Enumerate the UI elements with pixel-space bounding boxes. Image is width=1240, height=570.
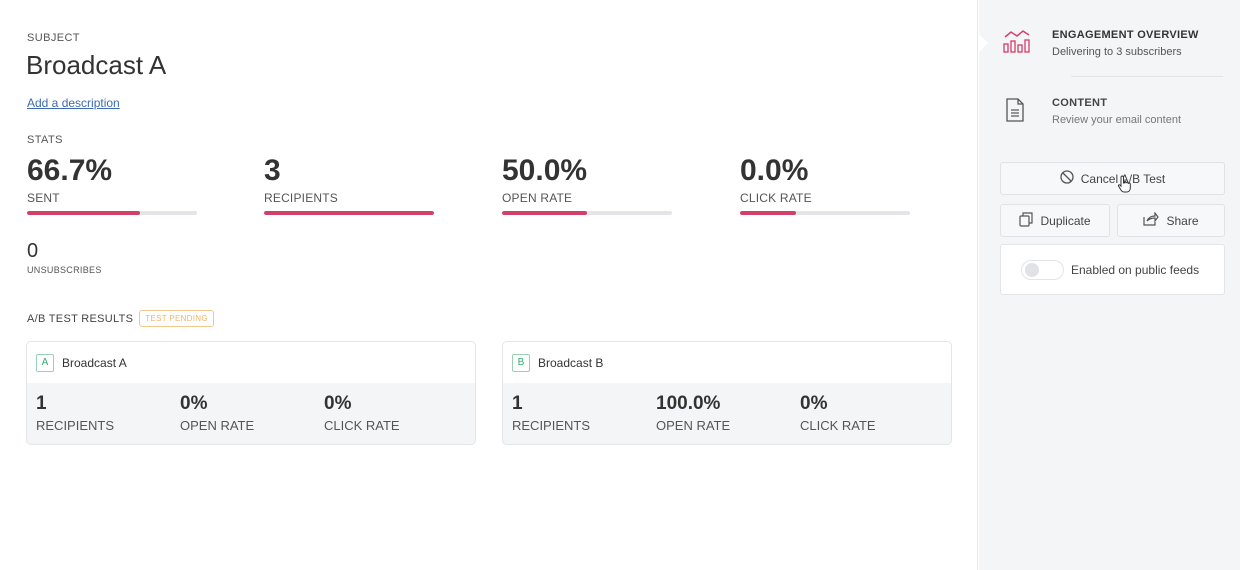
variant-metric-open-rate: 0% OPEN RATE — [180, 393, 254, 433]
public-feeds-setting: Enabled on public feeds — [1000, 244, 1225, 295]
stat-label: CLICK RATE — [740, 191, 812, 205]
main-panel: SUBJECT Broadcast A Add a description ST… — [26, 0, 978, 570]
variant-metric-click-rate: 0% CLICK RATE — [800, 393, 876, 433]
bar-chart-icon — [1002, 28, 1032, 59]
progress-bar — [740, 211, 910, 215]
metric-label: RECIPIENTS — [36, 418, 115, 433]
stat-label: OPEN RATE — [502, 191, 573, 205]
variant-metric-open-rate: 100.0% OPEN RATE — [656, 393, 730, 433]
metric-label: RECIPIENTS — [512, 418, 591, 433]
stat-value: 66.7% — [27, 154, 113, 187]
sidebar-divider — [1071, 76, 1223, 77]
metric-value: 1 — [512, 393, 523, 414]
progress-fill — [740, 211, 797, 215]
metric-value: 0% — [180, 393, 208, 414]
sidebar-item-content[interactable]: CONTENT Review your email content — [979, 92, 1240, 132]
stat-click-rate: 0.0% CLICK RATE — [740, 153, 910, 215]
metric-label: CLICK RATE — [800, 418, 876, 433]
variant-letter: A — [36, 353, 54, 372]
mouse-cursor-icon — [1117, 175, 1133, 198]
progress-bar — [502, 211, 672, 215]
button-label: Share — [1166, 213, 1199, 228]
progress-fill — [502, 211, 587, 215]
page-title: Broadcast A — [26, 50, 167, 80]
progress-bar — [27, 211, 197, 215]
variant-header: A Broadcast A — [27, 342, 475, 383]
variant-name: Broadcast A — [62, 355, 127, 370]
sidebar-item-subtitle: Review your email content — [1052, 114, 1182, 126]
ab-test-header: A/B TEST RESULTS TEST PENDING — [27, 310, 214, 327]
active-item-pointer — [979, 34, 988, 52]
sidebar-item-title: ENGAGEMENT OVERVIEW — [1052, 29, 1199, 41]
variant-card-b: B Broadcast B 1 RECIPIENTS 100.0% OPEN R… — [502, 341, 952, 445]
stats-label: STATS — [27, 134, 63, 146]
duplicate-icon — [1019, 211, 1034, 230]
variant-metric-recipients: 1 RECIPIENTS — [36, 393, 114, 433]
stat-value: 0.0% — [740, 154, 809, 187]
stat-label: UNSUBSCRIBES — [27, 265, 102, 275]
subject-label: SUBJECT — [27, 32, 80, 44]
variant-name: Broadcast B — [538, 355, 604, 370]
sidebar-item-title: CONTENT — [1052, 97, 1108, 109]
duplicate-button[interactable]: Duplicate — [1000, 204, 1110, 237]
public-feeds-label: Enabled on public feeds — [1071, 263, 1200, 277]
variant-metric-click-rate: 0% CLICK RATE — [324, 393, 400, 433]
metric-value: 0% — [324, 393, 352, 414]
stat-value: 0 — [27, 240, 39, 262]
cancel-ab-test-button[interactable]: Cancel A/B Test — [1000, 162, 1225, 195]
variant-metrics: 1 RECIPIENTS 100.0% OPEN RATE 0% CLICK R… — [503, 383, 951, 444]
share-button[interactable]: Share — [1117, 204, 1225, 237]
button-label: Duplicate — [1040, 213, 1091, 228]
variant-metric-recipients: 1 RECIPIENTS — [512, 393, 590, 433]
add-description-link[interactable]: Add a description — [27, 96, 120, 110]
cancel-icon — [1060, 170, 1074, 187]
metric-value: 0% — [800, 393, 828, 414]
document-icon — [1005, 98, 1025, 127]
metric-value: 1 — [36, 393, 47, 414]
progress-bar — [264, 211, 434, 215]
stat-value: 3 — [264, 154, 281, 187]
stat-recipients: 3 RECIPIENTS — [264, 153, 434, 215]
metric-label: CLICK RATE — [324, 418, 400, 433]
metric-label: OPEN RATE — [656, 418, 731, 433]
variant-card-a: A Broadcast A 1 RECIPIENTS 0% OPEN RATE … — [26, 341, 476, 445]
stat-label: RECIPIENTS — [264, 191, 339, 205]
sidebar-item-subtitle: Delivering to 3 subscribers — [1052, 46, 1182, 58]
stat-label: SENT — [27, 191, 60, 205]
sidebar-item-engagement-overview[interactable]: ENGAGEMENT OVERVIEW Delivering to 3 subs… — [979, 24, 1240, 74]
variant-header: B Broadcast B — [503, 342, 951, 383]
share-icon — [1143, 211, 1160, 229]
status-badge: TEST PENDING — [139, 310, 214, 327]
metric-label: OPEN RATE — [180, 418, 255, 433]
metric-value: 100.0% — [656, 393, 721, 414]
stat-unsubscribes: 0 UNSUBSCRIBES — [27, 240, 102, 275]
stat-value: 50.0% — [502, 154, 588, 187]
stat-open-rate: 50.0% OPEN RATE — [502, 153, 672, 215]
ab-test-title: A/B TEST RESULTS — [27, 312, 134, 325]
progress-fill — [264, 211, 434, 215]
variant-metrics: 1 RECIPIENTS 0% OPEN RATE 0% CLICK RATE — [27, 383, 475, 444]
variant-letter: B — [512, 353, 530, 372]
public-feeds-toggle[interactable] — [1021, 260, 1064, 280]
progress-fill — [27, 211, 141, 215]
toggle-knob — [1025, 263, 1039, 277]
stat-sent: 66.7% SENT — [27, 153, 197, 215]
